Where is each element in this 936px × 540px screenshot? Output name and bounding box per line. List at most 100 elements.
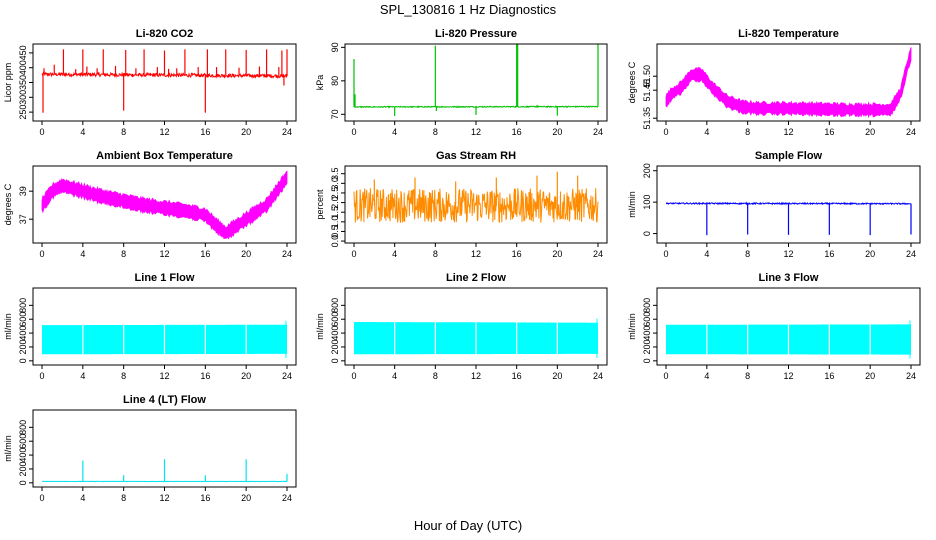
x-tick-label: 16 [200,249,210,259]
x-tick-label: 4 [392,127,397,137]
x-tick-label: 16 [512,127,522,137]
x-tick-label: 8 [121,249,126,259]
x-tick-label: 0 [39,371,44,381]
x-tick-label: 16 [512,249,522,259]
panel-7: Line 1 Flow ml/min 0 4 8 12 16 20 24 0 20040060080… [3,272,297,381]
x-tick-label: 0 [39,127,44,137]
y-tick-label: 800 [330,298,340,313]
x-tick-label: 12 [471,371,481,381]
x-tick-label: 24 [906,249,916,259]
y-axis-label: kPa [315,75,325,91]
y-tick-label: 400 [18,448,28,463]
y-tick-label: 0 [18,358,28,363]
page-title: SPL_130816 1 Hz Diagnostics [379,2,557,17]
y-tick-label: 200 [330,339,340,354]
y-tick-label: 1.0 [330,216,340,229]
x-tick-label: 24 [906,127,916,137]
x-tick-label: 12 [159,371,169,381]
panel-4: Ambient Box Temperature degrees C 0 4 8 12 16 2… [3,150,297,259]
x-tick-label: 20 [865,371,875,381]
y-tick-label: 3.5 [330,167,340,180]
y-tick-label: 800 [18,298,28,313]
x-tick-label: 8 [121,493,126,503]
y-tick-label: 90 [330,42,340,52]
x-tick-label: 16 [824,127,834,137]
x-tick-label: 4 [80,371,85,381]
y-tick-label: 400 [18,326,28,341]
x-tick-label: 24 [282,127,292,137]
x-tick-label: 12 [159,493,169,503]
x-tick-label: 20 [865,249,875,259]
y-tick-label: 0 [330,358,340,363]
x-tick-label: 4 [80,127,85,137]
y-axis-label: ml/min [3,313,13,340]
y-tick-label: 350 [18,75,28,90]
y-tick-label: 250 [18,105,28,120]
x-axis-title: Hour of Day (UTC) [413,518,523,533]
x-tick-label: 20 [552,249,562,259]
series-line [353,188,599,224]
y-tick-label: 400 [642,326,652,341]
x-tick-label: 24 [593,249,603,259]
y-axis-label: degrees C [3,183,13,225]
y-tick-label: 37 [18,214,28,224]
y-tick-label: 0 [642,231,652,236]
x-tick-label: 20 [241,371,251,381]
y-axis-label: ml/min [3,435,13,462]
y-tick-label: 100 [642,195,652,210]
x-tick-label: 24 [906,371,916,381]
x-tick-label: 12 [783,249,793,259]
y-tick-label: 51.45 [642,79,652,102]
series-band [41,170,288,240]
y-axis-label: ml/min [627,191,637,218]
x-tick-label: 12 [783,371,793,381]
panel-title: Ambient Box Temperature [96,150,233,162]
y-tick-label: 600 [18,312,28,327]
y-tick-label: 1.5 [330,206,340,219]
panel-10: Line 4 (LT) Flow ml/min 0 4 8 12 16 20 24 0 200400… [3,394,297,503]
x-tick-label: 4 [704,249,709,259]
x-tick-label: 4 [704,127,709,137]
data-series [665,47,912,119]
x-tick-label: 20 [241,249,251,259]
panel-title: Line 1 Flow [135,272,195,284]
x-tick-label: 16 [200,127,210,137]
x-tick-label: 20 [552,127,562,137]
panel-title: Sample Flow [755,150,823,162]
panel-2: Li-820 Pressure kPa 0 4 8 12 16 20 24 70 80 90 [315,28,608,137]
x-tick-label: 4 [80,493,85,503]
y-tick-label: 300 [18,90,28,105]
x-tick-label: 0 [663,127,668,137]
y-tick-label: 39 [18,186,28,196]
x-tick-label: 8 [433,127,438,137]
x-tick-label: 4 [392,371,397,381]
x-tick-label: 8 [745,371,750,381]
y-tick-label: 0 [18,480,28,485]
panel-title: Gas Stream RH [436,150,516,162]
data-series [666,320,911,359]
x-tick-label: 12 [783,127,793,137]
x-tick-label: 8 [121,127,126,137]
panel-5: Gas Stream RH percent 0 4 8 12 16 20 24 0.00.51.0… [315,150,608,259]
y-tick-label: 800 [642,298,652,313]
x-tick-label: 16 [824,249,834,259]
y-axis-label: degrees C [627,61,637,103]
x-tick-label: 24 [282,249,292,259]
y-tick-label: 0.5 [330,225,340,238]
data-series [665,201,912,236]
y-tick-label: 400 [330,326,340,341]
data-series [42,459,288,483]
y-tick-label: 2.0 [330,196,340,209]
x-tick-label: 0 [663,249,668,259]
x-tick-label: 4 [80,249,85,259]
y-tick-label: 200 [642,339,652,354]
y-tick-label: 2.5 [330,187,340,200]
panel-title: Li-820 Temperature [738,28,839,40]
data-series [354,318,598,358]
y-tick-label: 70 [330,109,340,119]
x-tick-label: 0 [663,371,668,381]
y-axis-label: percent [315,189,325,220]
x-tick-label: 20 [552,371,562,381]
panel-8: Line 2 Flow ml/min 0 4 8 12 16 20 24 0 20040060080… [315,272,608,381]
